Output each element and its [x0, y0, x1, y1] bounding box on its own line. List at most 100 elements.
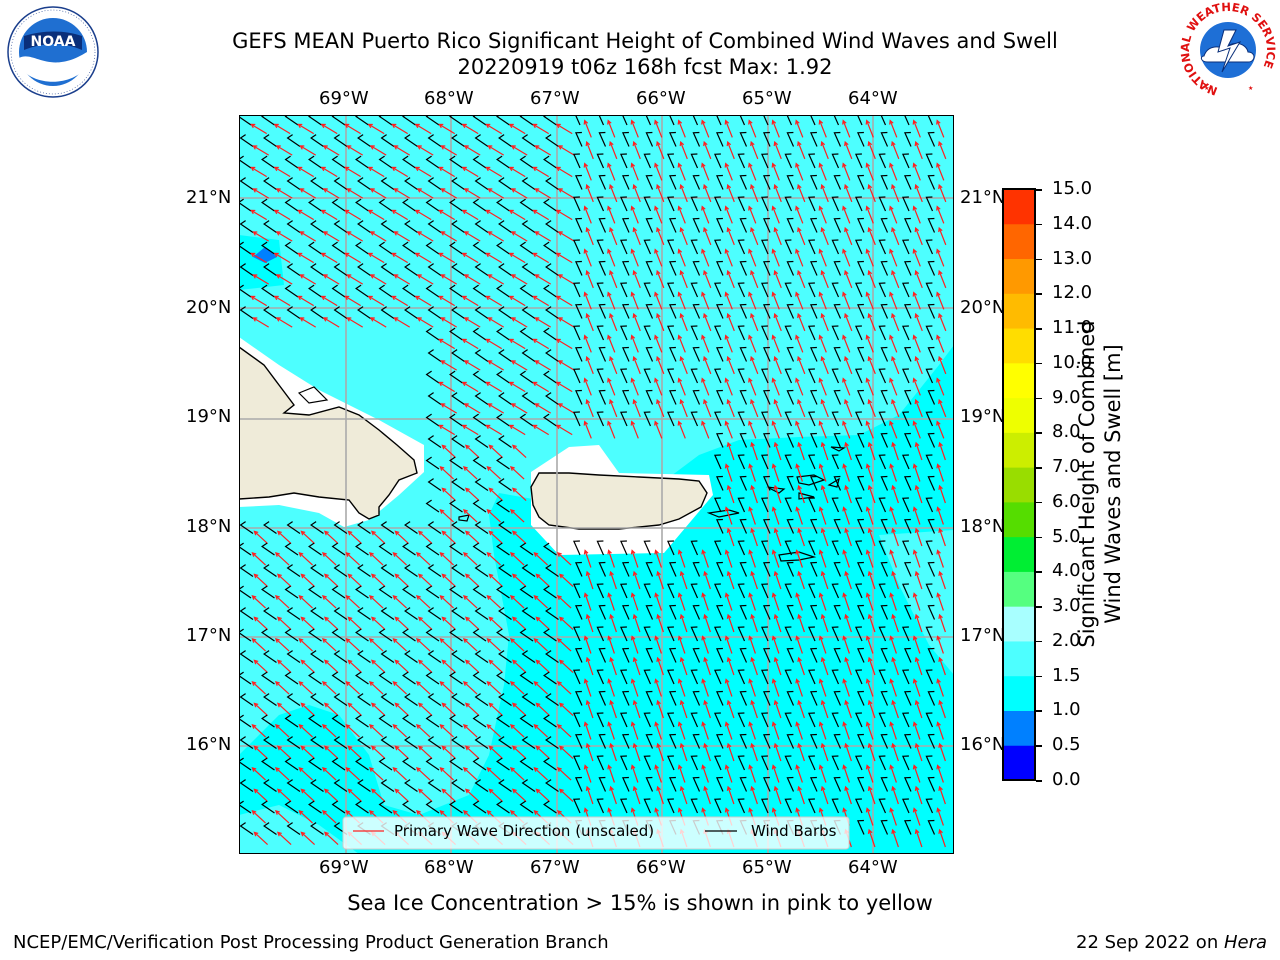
wave-direction-arrow	[748, 678, 756, 697]
wave-direction-arrow	[508, 123, 526, 135]
wave-direction-arrow	[583, 119, 592, 138]
wave-direction-arrow	[654, 764, 662, 783]
wave-direction-arrow	[609, 570, 617, 590]
wind-barb	[472, 542, 487, 556]
wind-barb	[284, 198, 299, 212]
wave-direction-arrow	[889, 119, 898, 138]
wave-direction-arrow	[820, 699, 829, 719]
wave-direction-arrow	[368, 724, 384, 738]
wind-barb	[449, 585, 463, 599]
wave-direction-arrow	[464, 573, 480, 588]
wind-barb	[833, 432, 842, 448]
wind-barb	[878, 540, 887, 556]
wind-barb	[284, 714, 299, 728]
wind-barb	[310, 693, 324, 706]
wind-barb	[666, 755, 675, 771]
wind-barb	[713, 325, 722, 341]
wind-barb	[519, 628, 534, 642]
wind-barb	[880, 690, 889, 706]
wind-barb	[333, 263, 348, 276]
wind-barb	[239, 115, 252, 126]
wind-barb	[451, 177, 465, 190]
wind-barb	[927, 260, 936, 276]
wind-barb	[357, 263, 371, 276]
wind-barb	[856, 776, 865, 792]
wave-direction-arrow	[344, 209, 362, 221]
wave-direction-arrow	[865, 420, 874, 439]
wind-barb	[380, 220, 395, 233]
wind-barb	[713, 411, 722, 427]
wave-direction-arrow	[677, 334, 686, 353]
wind-barb	[666, 712, 675, 728]
wind-barb	[619, 153, 628, 169]
lat-label-right-16n: 16°N	[960, 734, 1006, 755]
wave-direction-arrow	[632, 140, 641, 160]
wave-direction-arrow	[748, 549, 756, 568]
wind-barb	[449, 115, 463, 126]
colorbar-segment	[1003, 293, 1035, 329]
wind-barb	[519, 241, 534, 255]
wave-direction-arrow	[417, 530, 433, 545]
colorbar-tick-mark	[1036, 189, 1042, 191]
wind-barb	[809, 733, 818, 749]
wave-direction-arrow	[508, 252, 526, 264]
wave-direction-arrow	[750, 312, 759, 332]
wave-direction-arrow	[488, 444, 504, 459]
wave-direction-arrow	[914, 140, 923, 160]
wind-barb	[598, 647, 607, 663]
wave-direction-arrow	[417, 788, 433, 803]
wave-direction-arrow	[677, 721, 686, 740]
wave-direction-arrow	[842, 721, 850, 740]
wind-barb	[692, 604, 701, 620]
wave-direction-arrow	[415, 638, 431, 652]
wind-barb	[598, 561, 607, 577]
wind-barb	[786, 260, 795, 276]
wind-barb	[878, 798, 887, 814]
wave-direction-arrow	[630, 291, 639, 310]
wind-barb	[668, 776, 677, 792]
wind-barb	[760, 497, 769, 513]
wave-direction-arrow	[842, 205, 851, 224]
wave-direction-arrow	[795, 592, 803, 611]
colorbar-tick-label: 8.0	[1052, 421, 1081, 443]
wave-direction-arrow	[654, 721, 662, 740]
wave-direction-arrow	[274, 724, 290, 738]
wave-direction-arrow	[630, 248, 639, 267]
wave-direction-arrow	[724, 420, 733, 439]
wave-direction-arrow	[726, 613, 735, 633]
wind-barb	[355, 800, 369, 814]
wave-direction-arrow	[914, 355, 923, 375]
wave-direction-arrow	[509, 595, 525, 609]
wind-barb	[261, 800, 275, 814]
wave-direction-arrow	[583, 678, 592, 697]
wind-barb	[643, 626, 652, 642]
wind-barb	[425, 757, 440, 771]
wind-barb	[449, 327, 463, 341]
wind-barb	[472, 155, 487, 169]
svg-text:★: ★	[1204, 85, 1209, 92]
wave-direction-arrow	[842, 506, 850, 525]
wave-direction-arrow	[438, 381, 456, 393]
wind-barb	[427, 521, 442, 534]
wave-direction-arrow	[842, 119, 851, 138]
wind-barb	[784, 712, 793, 728]
wave-direction-arrow	[844, 183, 853, 203]
wind-barb	[239, 585, 252, 599]
lon-label-bottom-69w: 69°W	[319, 857, 369, 878]
wind-barb	[572, 282, 581, 298]
wave-direction-arrow	[820, 183, 829, 203]
wind-barb	[286, 779, 301, 792]
wind-barb	[404, 521, 418, 534]
wave-direction-arrow	[274, 595, 290, 609]
wave-direction-arrow	[441, 616, 457, 631]
wave-direction-arrow	[750, 613, 758, 633]
wind-barb	[596, 196, 605, 212]
wave-direction-arrow	[724, 162, 733, 181]
wind-barb	[762, 475, 771, 491]
wave-direction-arrow	[936, 592, 944, 611]
wind-barb	[519, 671, 534, 685]
wave-direction-arrow	[441, 444, 457, 459]
wave-direction-arrow	[865, 635, 874, 654]
wave-direction-arrow	[534, 188, 552, 199]
wave-direction-arrow	[251, 767, 267, 781]
